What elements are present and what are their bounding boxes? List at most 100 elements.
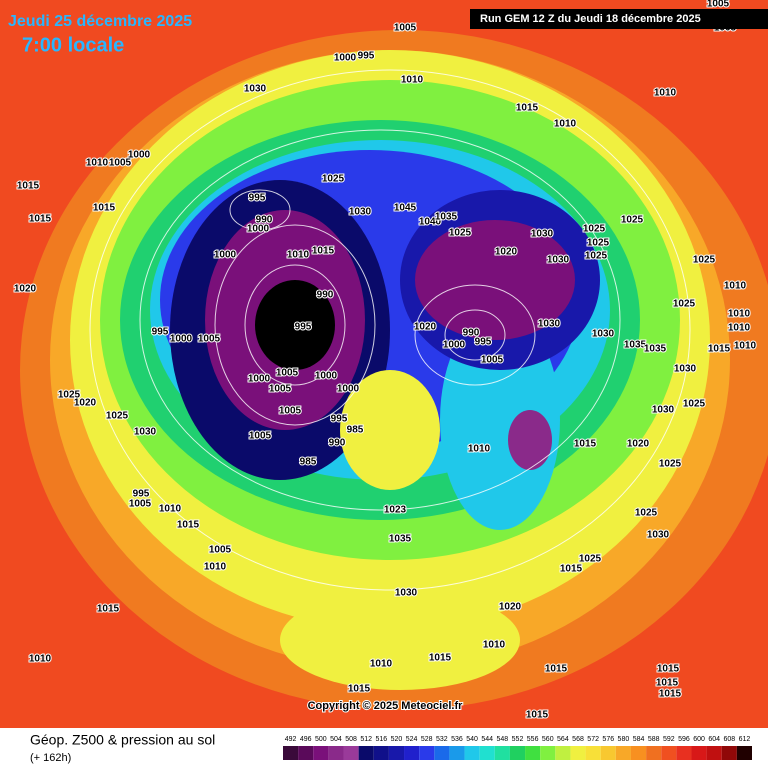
isobar-label: 1030 bbox=[134, 427, 157, 438]
time: 7:00 locale bbox=[22, 34, 124, 56]
isobar-label: 1015 bbox=[657, 664, 680, 675]
isobar-label: 990 bbox=[329, 438, 346, 449]
isobar-label: 995 bbox=[331, 414, 348, 425]
isobar-label: 1030 bbox=[674, 364, 697, 375]
isobar-label: 1015 bbox=[17, 181, 40, 192]
date: Jeudi 25 décembre 2025 bbox=[8, 13, 192, 30]
isobar-label: 1040 bbox=[419, 217, 442, 228]
colorbar-cell bbox=[419, 746, 435, 760]
colorbar-label: 544 bbox=[481, 736, 493, 743]
colorbar-label: 592 bbox=[663, 736, 675, 743]
isobar-label: 1015 bbox=[348, 684, 371, 695]
isobar-label: 995 bbox=[358, 51, 375, 62]
isobar-label: 1030 bbox=[349, 207, 372, 218]
colorbar-cell bbox=[313, 746, 329, 760]
colorbar-cell bbox=[525, 746, 541, 760]
isobar-label: 1000 bbox=[214, 250, 237, 261]
isobar-label: 1000 bbox=[337, 384, 360, 395]
isobar-label: 1010 bbox=[287, 250, 310, 261]
isobar-label: 1005 bbox=[269, 384, 292, 395]
isobar-label: 1015 bbox=[97, 604, 120, 615]
isobar-label: 1030 bbox=[547, 255, 570, 266]
isobar-label: 1015 bbox=[526, 710, 549, 721]
copyright: Copyright © 2025 Meteociel.fr bbox=[308, 700, 464, 712]
colorbar-label: 520 bbox=[391, 736, 403, 743]
colorbar-label: 552 bbox=[512, 736, 524, 743]
colorbar-cell bbox=[540, 746, 556, 760]
colorbar-label: 604 bbox=[708, 736, 720, 743]
colorbar-label: 540 bbox=[466, 736, 478, 743]
isobar-label: 985 bbox=[300, 457, 317, 468]
isobar-label: 1015 bbox=[312, 246, 335, 257]
run-info: Run GEM 12 Z du Jeudi 18 décembre 2025 bbox=[480, 13, 701, 25]
isobar-label: 1025 bbox=[683, 399, 706, 410]
isobar-label: 1005 bbox=[198, 334, 221, 345]
isobar-label: 1015 bbox=[560, 564, 583, 575]
colorbar-label: 500 bbox=[315, 736, 327, 743]
colorbar-label: 536 bbox=[451, 736, 463, 743]
colorbar-cell bbox=[600, 746, 616, 760]
colorbar-label: 504 bbox=[330, 736, 342, 743]
colorbar-label: 608 bbox=[723, 736, 735, 743]
isobar-label: 1025 bbox=[106, 411, 129, 422]
isobar-label: 1015 bbox=[659, 689, 682, 700]
colorbar-cell bbox=[404, 746, 420, 760]
colorbar-cell bbox=[449, 746, 465, 760]
colorbar-cell bbox=[721, 746, 737, 760]
colorbar-cell bbox=[479, 746, 495, 760]
isobar-label: 1030 bbox=[538, 319, 561, 330]
colorbar-label: 492 bbox=[285, 736, 297, 743]
colorbar-cell bbox=[630, 746, 647, 760]
colorbar-cell bbox=[706, 746, 722, 760]
isobar-label: 995 bbox=[249, 193, 266, 204]
isobar-labels: 1005100099510101030101510101010100510051… bbox=[13, 0, 758, 722]
isobar-label: 995 bbox=[475, 337, 492, 348]
colorbar-label: 584 bbox=[633, 736, 645, 743]
isobar-label: 1015 bbox=[29, 214, 52, 225]
isobar-label: 1010 bbox=[483, 640, 506, 651]
isobar-label: 1010 bbox=[554, 119, 577, 130]
isobar-label: 1000 bbox=[315, 371, 338, 382]
colorbar-cell bbox=[509, 746, 526, 760]
isobar-label: 1025 bbox=[693, 255, 716, 266]
colorbar-label: 568 bbox=[572, 736, 584, 743]
isobar-label: 1025 bbox=[58, 390, 81, 401]
isobar-label: 1015 bbox=[574, 439, 597, 450]
isobar-label: 1010 bbox=[29, 654, 52, 665]
isobar-label: 1035 bbox=[644, 344, 667, 355]
isobar-label: 1030 bbox=[395, 588, 418, 599]
colorbar-cell bbox=[691, 746, 707, 760]
isobar-label: 1005 bbox=[279, 406, 302, 417]
isobar-label: 1000 bbox=[170, 334, 193, 345]
colorbar-cell bbox=[494, 746, 510, 760]
isobar-label: 1015 bbox=[656, 678, 679, 689]
isobar-label: 1020 bbox=[74, 398, 97, 409]
isobar-label: 1025 bbox=[579, 554, 602, 565]
colorbar-cell bbox=[328, 746, 344, 760]
isobar-label: 1025 bbox=[659, 459, 682, 470]
isobar-label: 1010 bbox=[204, 562, 227, 573]
colorbar-label: 588 bbox=[648, 736, 660, 743]
isobar-label: 1010 bbox=[728, 323, 751, 334]
isobar-label: 1005 bbox=[249, 431, 272, 442]
isobar-label: 990 bbox=[317, 290, 334, 301]
colorbar: 492 496 500 504 508 512 516 520 524 528 532 536 540 5… bbox=[283, 736, 752, 760]
colorbar-label: 560 bbox=[542, 736, 554, 743]
colorbar-label: 496 bbox=[300, 736, 312, 743]
geopotential-field bbox=[20, 30, 768, 710]
isobar-label: 985 bbox=[347, 425, 364, 436]
isobar-label: 1030 bbox=[652, 405, 675, 416]
isobar-label: 1000 bbox=[128, 150, 151, 161]
colorbar-cell bbox=[343, 746, 359, 760]
colorbar-cell bbox=[358, 746, 374, 760]
isobar-label: 1010 bbox=[734, 341, 757, 352]
colorbar-label: 548 bbox=[497, 736, 509, 743]
isobar-label: 1005 bbox=[109, 158, 132, 169]
colorbar-label: 580 bbox=[618, 736, 630, 743]
isobar-label: 1015 bbox=[93, 203, 116, 214]
isobars bbox=[89, 69, 691, 591]
isobar-label: 1010 bbox=[724, 281, 747, 292]
isobar-label: 1020 bbox=[414, 322, 437, 333]
isobar-label: 1025 bbox=[621, 215, 644, 226]
